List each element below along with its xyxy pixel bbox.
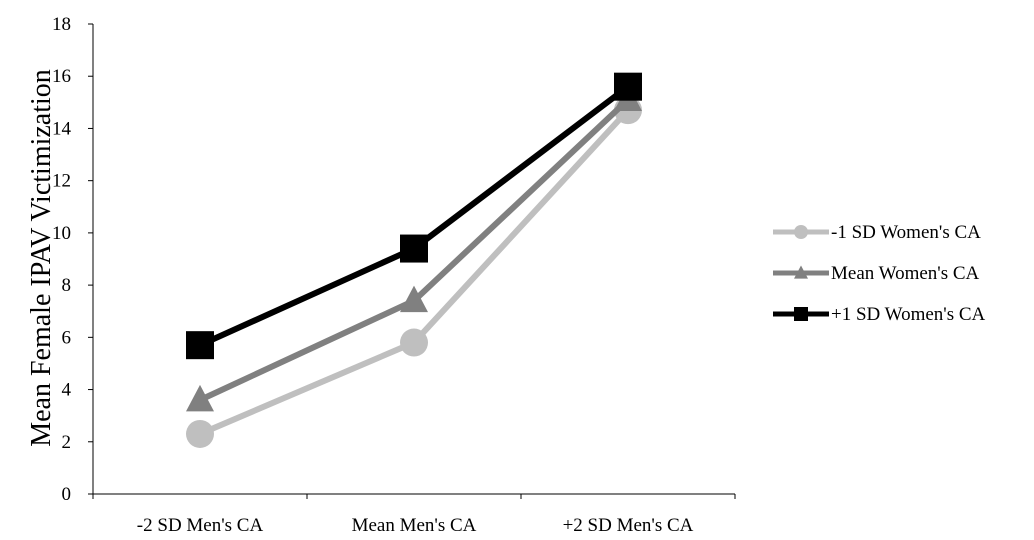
legend-marker-square: [794, 307, 808, 321]
y-tick-label: 10: [52, 223, 71, 244]
axes: 0 2 4 6 8 10 12 14 16 18 -2 SD Men's CA Mean Men's …: [52, 14, 736, 536]
y-tick-label: 4: [62, 380, 72, 401]
y-tick-label: 12: [52, 171, 71, 192]
legend-item: +1 SD Women's CA: [773, 304, 986, 325]
series-1: [186, 96, 642, 448]
data-point-triangle: [186, 384, 214, 412]
legend-marker-circle: [794, 225, 808, 239]
plot-area: [186, 72, 642, 448]
y-tick-label: 16: [52, 66, 71, 87]
legend-marker-triangle: [794, 265, 808, 279]
legend-label: +1 SD Women's CA: [831, 304, 986, 325]
data-point-square: [186, 331, 214, 360]
y-tick-label: 6: [62, 327, 72, 348]
legend-label: -1 SD Women's CA: [831, 222, 981, 243]
y-tick-label: 18: [52, 14, 71, 35]
y-tick-label: 0: [62, 484, 72, 505]
data-point-circle: [400, 328, 428, 357]
x-tick-label: Mean Men's CA: [352, 515, 477, 535]
data-point-square: [400, 234, 428, 263]
y-tick-label: 14: [52, 118, 72, 139]
data-point-circle: [186, 419, 214, 448]
y-tick-label: 8: [62, 275, 72, 296]
x-tick-label: +2 SD Men's CA: [563, 515, 694, 535]
series-3: [186, 72, 642, 360]
data-point-square: [614, 72, 642, 101]
legend-item: -1 SD Women's CA: [773, 222, 981, 243]
legend-item: Mean Women's CA: [773, 263, 980, 284]
y-tick-label: 2: [62, 432, 72, 453]
data-point-triangle: [400, 285, 428, 313]
y-axis-title: Mean Female IPAV Victimization: [26, 69, 57, 447]
legend: -1 SD Women's CA Mean Women's CA +1 SD Wom…: [773, 222, 986, 325]
x-tick-label: -2 SD Men's CA: [137, 515, 264, 535]
legend-label: Mean Women's CA: [831, 263, 980, 284]
